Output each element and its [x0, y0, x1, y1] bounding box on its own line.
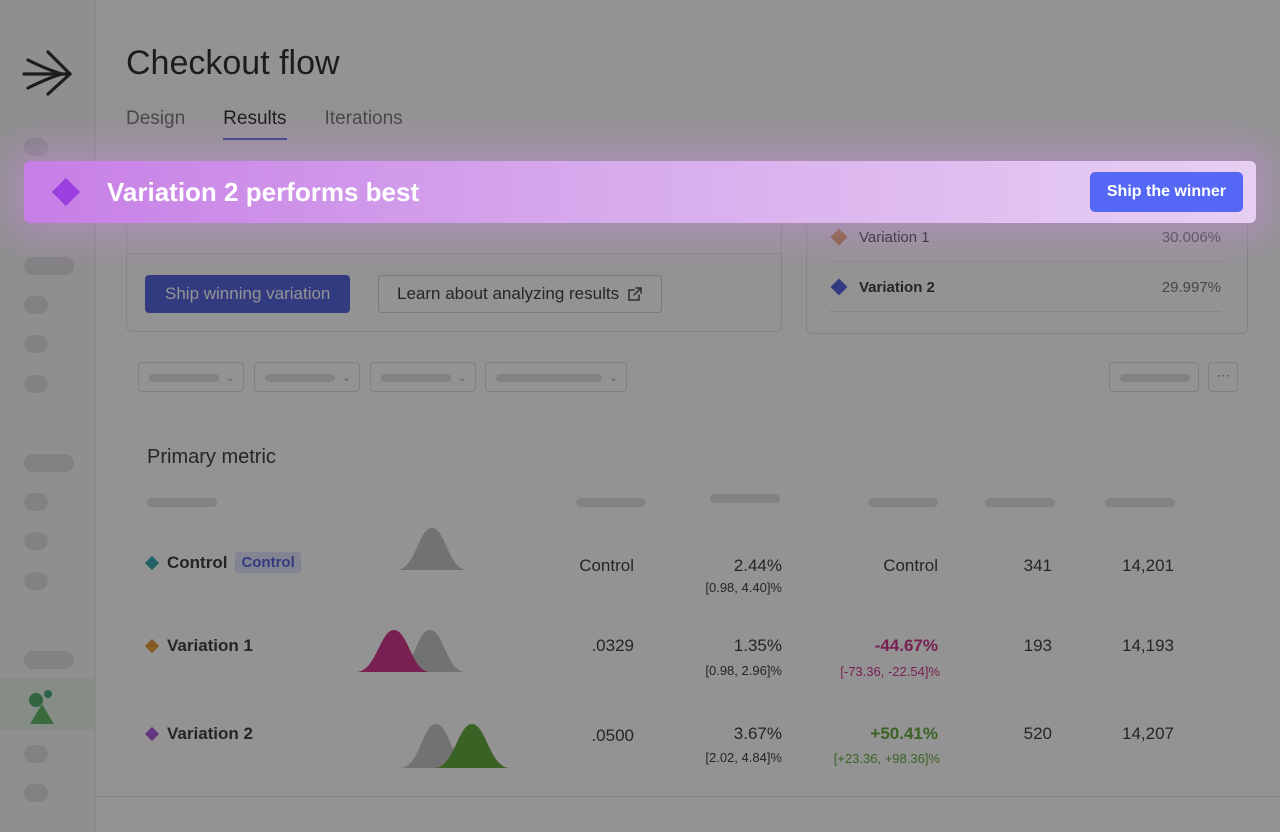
- sidebar-item[interactable]: [24, 296, 48, 314]
- table-row-name[interactable]: Variation 2: [144, 724, 253, 744]
- variation-name: Variation 1: [167, 636, 253, 655]
- diamond-icon: [51, 177, 81, 207]
- tab-results[interactable]: Results: [223, 108, 287, 140]
- conversions: 193: [1023, 636, 1052, 655]
- learn-link-label: Learn about analyzing results: [397, 284, 620, 303]
- probability-value: 30.006%: [1161, 228, 1221, 246]
- probability-variation-name: Variation 1: [859, 228, 930, 246]
- probability-row: Variation 1 30.006%: [829, 217, 1221, 257]
- column-header[interactable]: [710, 494, 780, 503]
- sidebar-item[interactable]: [24, 572, 48, 590]
- variation-name: Variation 2: [167, 724, 253, 743]
- filter-dropdown[interactable]: ⌄: [138, 362, 244, 392]
- conversion-rate: 3.67%: [733, 724, 782, 743]
- sidebar-item[interactable]: [24, 745, 48, 763]
- table-row-name[interactable]: Control Control: [144, 552, 301, 573]
- column-header[interactable]: [1105, 498, 1175, 507]
- relative-change-ci: [-73.36, -22.54]%: [840, 664, 940, 679]
- sidebar-item[interactable]: [24, 335, 48, 353]
- table-row-name[interactable]: Variation 1: [144, 636, 253, 656]
- sidebar-item[interactable]: [24, 375, 48, 393]
- column-header[interactable]: [985, 498, 1055, 507]
- column-header[interactable]: [868, 498, 938, 507]
- table-cell: .0500: [591, 726, 634, 745]
- more-options-button[interactable]: ⋯: [1208, 362, 1238, 392]
- logo[interactable]: [22, 48, 74, 98]
- distribution-chart: [356, 630, 466, 672]
- variation-1-diamond-icon: [144, 638, 160, 654]
- chevron-down-icon: ⌄: [608, 372, 618, 384]
- conversion-rate: 1.35%: [733, 636, 782, 655]
- variation-1-diamond-icon: [830, 228, 848, 246]
- sidebar: [0, 0, 96, 832]
- exposures: 14,207: [1122, 724, 1174, 743]
- conversions: 341: [1023, 556, 1052, 575]
- relative-change: -44.67%: [874, 636, 938, 655]
- table-cell: Control: [579, 556, 634, 575]
- distribution-chart: [400, 724, 510, 768]
- tab-bar: Design Results Iterations: [126, 108, 403, 140]
- control-badge: Control: [235, 552, 301, 573]
- card-divider: [127, 253, 781, 254]
- primary-metric-title: Primary metric: [147, 446, 276, 468]
- relative-change: +50.41%: [870, 724, 938, 743]
- column-header[interactable]: [576, 498, 646, 507]
- page-title: Checkout flow: [126, 44, 340, 82]
- table-bottom-divider: [96, 796, 1280, 797]
- control-distribution-curve: [396, 528, 468, 570]
- tab-design[interactable]: Design: [126, 108, 186, 129]
- exposures: 14,193: [1122, 636, 1174, 655]
- sidebar-item[interactable]: [24, 138, 48, 156]
- winner-banner: Variation 2 performs best Ship the winne…: [24, 161, 1256, 223]
- sidebar-item-experiments[interactable]: [0, 678, 96, 730]
- row-divider: [829, 311, 1221, 312]
- external-link-icon: [628, 287, 642, 301]
- relative-change: Control: [883, 556, 938, 575]
- main-content: Checkout flow Design Results Iterations …: [96, 0, 1280, 832]
- variation-name: Control: [167, 552, 228, 572]
- sidebar-item[interactable]: [24, 532, 48, 550]
- tab-iterations[interactable]: Iterations: [324, 108, 403, 129]
- winner-banner-title: Variation 2 performs best: [107, 177, 420, 207]
- relative-change-ci: [+23.36, +98.36]%: [833, 751, 940, 766]
- chevron-down-icon: ⌄: [341, 372, 351, 384]
- probability-row: Variation 2 29.997%: [829, 267, 1221, 307]
- view-options-dropdown[interactable]: [1109, 362, 1199, 392]
- conversions: 520: [1023, 724, 1052, 743]
- conversion-rate: 2.44%: [733, 556, 782, 575]
- table-cell: .0329: [591, 636, 634, 655]
- control-diamond-icon: [144, 555, 160, 570]
- sidebar-item[interactable]: [24, 454, 74, 472]
- probability-value: 29.997%: [1161, 278, 1221, 296]
- column-header[interactable]: [147, 498, 217, 507]
- ship-the-winner-button[interactable]: Ship the winner: [1089, 172, 1243, 212]
- row-divider: [829, 261, 1221, 262]
- filter-dropdown[interactable]: ⌄: [485, 362, 627, 392]
- filter-dropdown[interactable]: ⌄: [254, 362, 360, 392]
- conversion-rate-ci: [2.02, 4.84]%: [705, 750, 782, 765]
- conversion-rate-ci: [0.98, 2.96]%: [705, 663, 782, 678]
- more-icon: ⋯: [1217, 368, 1230, 383]
- exposures: 14,201: [1122, 556, 1174, 575]
- sidebar-item[interactable]: [24, 784, 48, 802]
- variation-2-diamond-icon: [830, 278, 848, 296]
- sidebar-item[interactable]: [24, 257, 74, 275]
- variation-2-diamond-icon: [144, 726, 160, 742]
- distribution-chart: [396, 528, 468, 570]
- learn-analyzing-results-button[interactable]: Learn about analyzing results: [378, 275, 663, 313]
- filter-dropdown[interactable]: ⌄: [370, 362, 476, 392]
- conversion-rate-ci: [0.98, 4.40]%: [705, 580, 782, 595]
- flask-icon: [29, 690, 54, 724]
- probability-variation-name: Variation 2: [859, 278, 935, 296]
- sidebar-item[interactable]: [24, 493, 48, 511]
- sidebar-item[interactable]: [24, 651, 74, 669]
- chevron-down-icon: ⌄: [457, 372, 467, 384]
- chevron-down-icon: ⌄: [225, 372, 235, 384]
- ship-winning-variation-button[interactable]: Ship winning variation: [145, 275, 351, 313]
